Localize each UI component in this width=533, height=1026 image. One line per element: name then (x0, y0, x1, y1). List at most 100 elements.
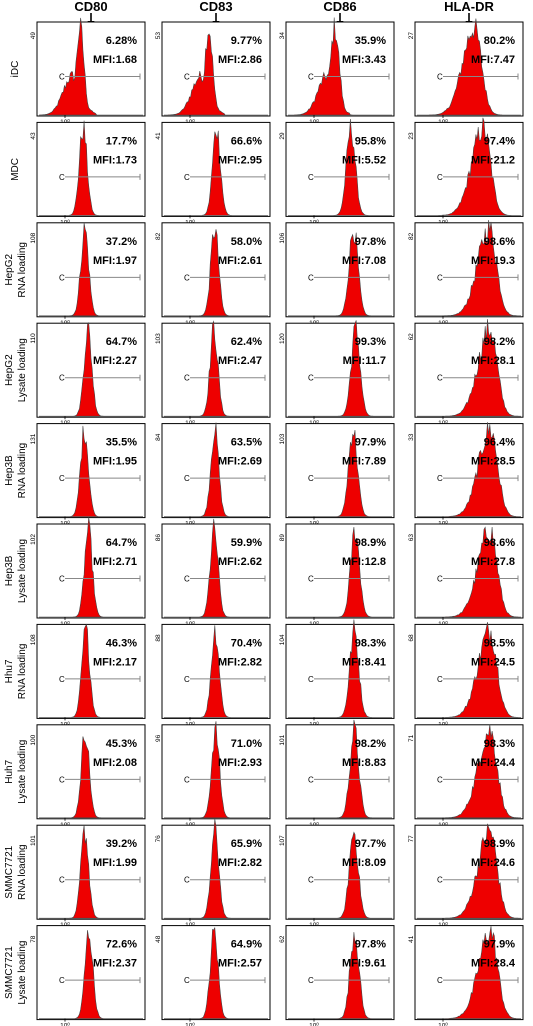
gate-marker: C (59, 374, 65, 383)
percent-label: 66.6% (231, 135, 262, 147)
histogram-area (164, 625, 268, 718)
histogram-area (288, 118, 392, 216)
percent-label: 64.9% (231, 939, 262, 951)
y-max-label: 23 (408, 132, 415, 140)
histogram-panel-r5-c1: C8610⁰59.9%MFI:2.62 (155, 518, 271, 628)
gate-marker: C (184, 575, 190, 584)
y-max-label: 33 (408, 433, 415, 441)
histogram-panel-r3-c2: C12010⁰99.3%MFI:11.7 (279, 320, 395, 427)
histogram-panel-r1-c3: C2310⁰97.4%MFI:21.2 (408, 117, 524, 226)
row-label-line2: Lysate loading (17, 941, 28, 1005)
row-label-4: Hep3B RNA loading (4, 443, 28, 499)
percent-label: 70.4% (231, 637, 262, 649)
y-max-label: 62 (408, 333, 415, 341)
mfi-label: MFI:9.61 (342, 958, 386, 970)
gate-marker: C (308, 374, 314, 383)
y-max-label: 110 (30, 333, 37, 344)
mfi-label: MFI:8.83 (342, 757, 386, 769)
histogram-panel-r3-c1: C10310⁰62.4%MFI:2.47 (155, 320, 271, 427)
histogram-panel-r6-c2: C10410⁰98.3%MFI:8.41 (279, 619, 395, 728)
y-max-label: 62 (279, 935, 286, 943)
histogram-area (417, 622, 521, 718)
histogram-area (417, 926, 521, 1019)
mfi-label: MFI:1.99 (93, 857, 137, 869)
gate-marker: C (308, 575, 314, 584)
percent-label: 35.5% (106, 437, 137, 449)
histogram-panels: C 49 10⁰ 6.28% MFI:1.68 C 53 10⁰ 9.77% MFI:2.86 C 3… (30, 17, 524, 1026)
x-tick-label: 10⁰ (438, 1022, 448, 1026)
mfi-label: MFI:8.09 (342, 857, 386, 869)
mfi-label: MFI:1.73 (93, 154, 137, 166)
histogram-area (39, 930, 143, 1019)
y-max-label: 96 (155, 734, 162, 742)
percent-label: 17.7% (106, 135, 137, 147)
histogram-area (164, 721, 268, 819)
histogram-panel-r0-c0: C4910⁰6.28%MFI:1.68 (30, 17, 146, 126)
panel-frame (285, 623, 395, 719)
histogram-panel-r5-c3: C6310⁰98.6%MFI:27.8 (408, 523, 524, 628)
mfi-label: MFI:2.93 (218, 757, 262, 769)
mfi-label: MFI:2.27 (93, 355, 137, 367)
histogram-panel-r3-c0: C11010⁰64.7%MFI:2.27 (30, 322, 146, 427)
row-label-line1: SMMC7721 (4, 946, 15, 999)
gate-marker: C (308, 775, 314, 784)
percent-label: 98.9% (484, 838, 515, 850)
histogram-panel-r0-c1: C5310⁰9.77%MFI:2.86 (155, 21, 271, 126)
row-label-line1: HepG2 (4, 254, 15, 286)
gate-marker: C (308, 474, 314, 483)
gate-marker: C (437, 73, 443, 82)
mfi-label: MFI:2.47 (218, 355, 262, 367)
histogram-panel-r4-c1: C8410⁰63.5%MFI:2.69 (155, 422, 271, 528)
y-max-label: 108 (30, 634, 37, 645)
histogram-area (39, 120, 143, 216)
percent-label: 39.2% (106, 838, 137, 850)
row-label-line2: Lysate loading (17, 539, 28, 603)
histogram-panel-r2-c2: C10610⁰97.8%MFI:7.08 (279, 222, 395, 327)
histogram-area (164, 320, 268, 417)
gate-marker: C (308, 73, 314, 82)
percent-label: 95.8% (355, 135, 386, 147)
row-label-9: SMMC7721 Lysate loading (4, 941, 28, 1005)
row-label-line2: Lysate loading (17, 338, 28, 402)
mfi-label: MFI:8.41 (342, 656, 386, 668)
histogram-area (39, 736, 143, 819)
y-max-label: 89 (279, 534, 286, 542)
y-max-label: 131 (30, 433, 37, 444)
histogram-panel-r6-c0: C10810⁰46.3%MFI:2.17 (30, 623, 146, 728)
histogram-panel-r9-c2: C 62 10⁰ 97.8% MFI:9.61 (279, 925, 395, 1026)
percent-label: 97.7% (355, 838, 386, 850)
percent-label: 80.2% (484, 35, 515, 47)
panel-frame (285, 523, 395, 619)
row-label-line2: Lysate loading (17, 740, 28, 804)
gate-marker: C (308, 173, 314, 182)
histogram-panel-r2-c1: C8210⁰58.0%MFI:2.61 (155, 222, 271, 327)
histogram-panel-r8-c1: C7610⁰65.9%MFI:2.82 (155, 819, 271, 929)
y-max-label: 41 (155, 132, 162, 140)
histogram-panel-r1-c0: C4310⁰17.7%MFI:1.73 (30, 120, 146, 226)
y-max-label: 63 (408, 534, 415, 542)
percent-label: 65.9% (231, 838, 262, 850)
histogram-panel-r4-c0: C13110⁰35.5%MFI:1.95 (30, 423, 146, 528)
histogram-panel-r2-c3: C8210⁰98.6%MFI:19.3 (408, 219, 524, 327)
y-max-label: 82 (155, 232, 162, 240)
histogram-area (288, 320, 392, 417)
histogram-area (38, 17, 143, 116)
histogram-area (288, 17, 392, 116)
percent-label: 62.4% (231, 336, 262, 348)
gate-marker: C (184, 73, 190, 82)
row-label-line2: MDC (10, 158, 21, 181)
gate-marker: C (59, 575, 65, 584)
y-max-label: 120 (279, 333, 286, 344)
percent-label: 45.3% (106, 738, 137, 750)
histogram-area (288, 719, 392, 819)
histogram-panel-r0-c3: C2710⁰80.2%MFI:7.47 (408, 18, 524, 126)
gate-marker: C (184, 173, 190, 182)
y-max-label: 103 (279, 433, 286, 444)
histogram-panel-r8-c3: C7710⁰98.9%MFI:24.6 (408, 823, 524, 929)
percent-label: 97.8% (355, 939, 386, 951)
row-label-1: MDC (10, 158, 21, 181)
histogram-area (417, 422, 521, 517)
y-max-label: 82 (408, 232, 415, 240)
row-label-line1: SMMC7721 (4, 845, 15, 898)
